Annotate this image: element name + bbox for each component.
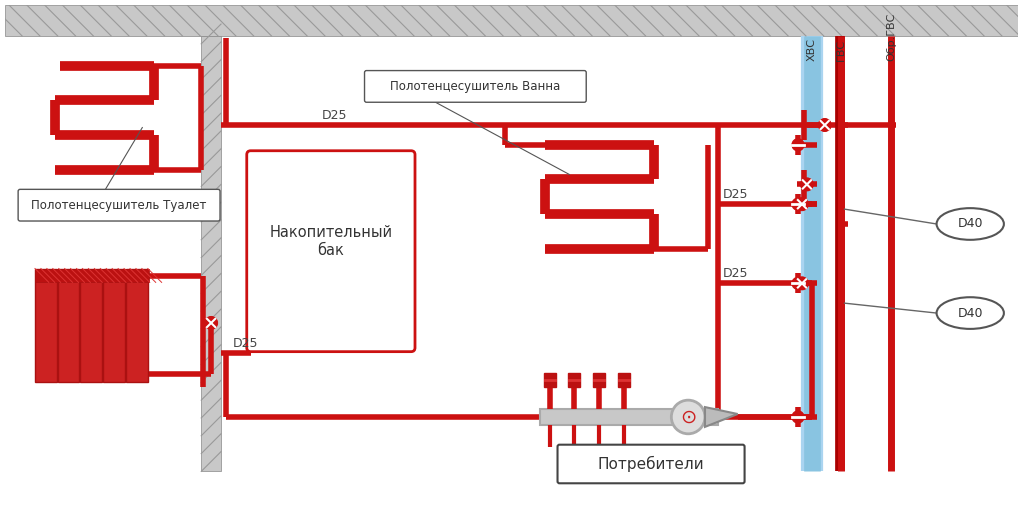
Polygon shape: [705, 407, 738, 427]
Ellipse shape: [937, 208, 1004, 240]
Ellipse shape: [937, 297, 1004, 329]
Text: ⊙: ⊙: [680, 407, 697, 427]
Circle shape: [796, 198, 808, 210]
Text: D25: D25: [322, 109, 348, 122]
FancyBboxPatch shape: [18, 190, 220, 221]
Text: Обр.ГВС: Обр.ГВС: [886, 12, 896, 61]
Circle shape: [801, 178, 813, 190]
Bar: [35, 268, 148, 283]
Text: Накопительный
бак: Накопительный бак: [269, 225, 393, 258]
Circle shape: [792, 198, 804, 210]
Bar: [57, 268, 80, 382]
Text: Потребители: Потребители: [597, 456, 705, 472]
Bar: [593, 374, 605, 387]
Text: D25: D25: [723, 188, 748, 201]
Bar: [103, 268, 125, 382]
Circle shape: [206, 317, 217, 329]
Bar: [35, 268, 56, 382]
Text: ХВС: ХВС: [807, 38, 817, 61]
Bar: [569, 374, 580, 387]
Bar: [618, 374, 630, 387]
FancyBboxPatch shape: [247, 151, 415, 352]
Bar: [81, 268, 102, 382]
Bar: [126, 268, 147, 382]
Bar: [202, 36, 221, 472]
Text: D40: D40: [958, 218, 983, 230]
FancyBboxPatch shape: [558, 445, 745, 483]
Text: Полотенцесушитель Туалет: Полотенцесушитель Туалет: [32, 199, 207, 212]
Bar: [5, 5, 1018, 36]
Circle shape: [792, 277, 804, 289]
Text: D25: D25: [723, 267, 748, 281]
Text: D25: D25: [233, 337, 259, 350]
Circle shape: [796, 277, 808, 289]
Text: D40: D40: [958, 307, 983, 319]
FancyBboxPatch shape: [364, 71, 586, 102]
Bar: [543, 374, 555, 387]
Text: ГВС: ГВС: [836, 38, 846, 61]
Circle shape: [792, 139, 804, 151]
Text: Полотенцесушитель Ванна: Полотенцесушитель Ванна: [390, 80, 561, 93]
Circle shape: [818, 119, 831, 131]
Circle shape: [792, 411, 804, 423]
Circle shape: [671, 400, 705, 434]
Bar: [540, 409, 718, 425]
